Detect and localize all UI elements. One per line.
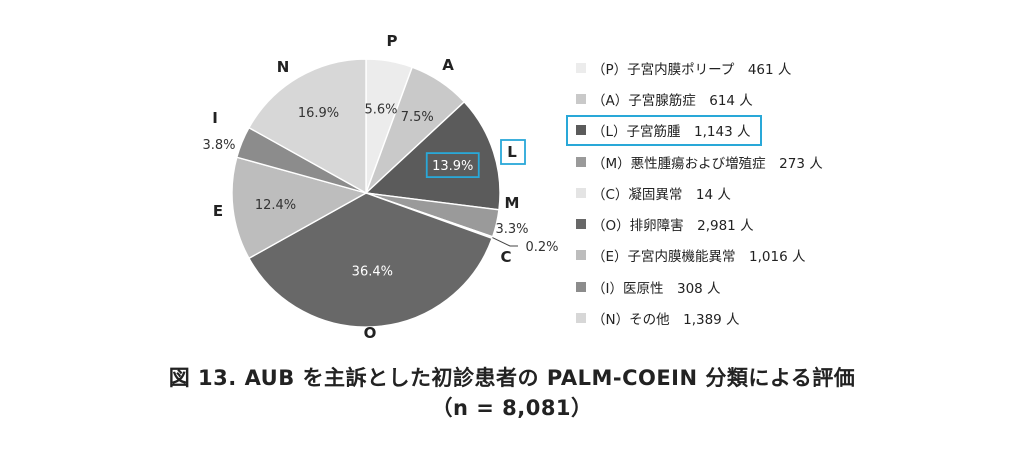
legend-swatch-n	[576, 313, 586, 324]
legend-item-p: （P）子宮内膜ポリープ 461 人	[566, 52, 866, 83]
chart-title: 図 13. AUB を主訴とした初診患者の PALM-COEIN 分類による評価	[168, 366, 856, 390]
legend-label-o: （O）排卵障害 2,981 人	[592, 218, 754, 235]
pie-slice-o	[248, 192, 493, 328]
percent-label-n: 16.9%	[298, 106, 339, 121]
legend-swatch-o	[576, 219, 586, 230]
percent-label-c: 0.2%	[525, 240, 558, 255]
pie-slice-l	[364, 100, 501, 211]
legend-swatch-m	[576, 156, 586, 167]
legend-item-e: （E）子宮内膜機能異常 1,016 人	[566, 240, 866, 271]
percent-label-i: 3.8%	[202, 138, 235, 153]
pie-slice-n	[248, 58, 367, 195]
legend-label-n: （N）その他 1,389 人	[592, 312, 740, 329]
chart-subtitle: （n = 8,081）	[431, 396, 593, 420]
legend-swatch-a	[576, 93, 586, 104]
legend-swatch-i	[576, 281, 586, 292]
legend-item-c: （C）凝固異常 14 人	[566, 177, 866, 208]
legend-item-n: （N）その他 1,389 人	[566, 302, 866, 333]
percent-label-e: 12.4%	[255, 198, 296, 213]
legend-label-p: （P）子宮内膜ポリープ 461 人	[592, 61, 792, 78]
slice-letter-a: A	[442, 56, 454, 74]
legend-label-l: （L）子宮筋腫 1,143 人	[592, 124, 751, 141]
pie-slice-e	[231, 156, 368, 260]
slice-letter-e: E	[213, 202, 223, 220]
percent-label-p: 5.6%	[364, 103, 397, 118]
slice-letter-p: P	[387, 32, 398, 50]
legend-swatch-l	[576, 125, 586, 136]
legend-item-m: （M）悪性腫瘍および増殖症 273 人	[566, 146, 866, 177]
legend-swatch-e	[576, 250, 586, 261]
legend-label-i: （I）医原性 308 人	[592, 280, 721, 297]
legend-swatch-p	[576, 62, 586, 73]
slice-letter-o: O	[364, 324, 377, 342]
slice-letter-c: C	[500, 248, 511, 266]
slice-letter-l: L	[507, 143, 517, 161]
percent-label-a: 7.5%	[401, 110, 434, 125]
percent-label-o: 36.4%	[352, 264, 393, 279]
percent-label-l: 13.9%	[432, 159, 473, 174]
legend-label-e: （E）子宮内膜機能異常 1,016 人	[592, 249, 806, 266]
legend: （P）子宮内膜ポリープ 461 人 （A）子宮腺筋症 614 人 （L）子宮筋腫 1…	[566, 52, 866, 334]
legend-item-a: （A）子宮腺筋症 614 人	[566, 83, 866, 114]
leader-line-c	[492, 237, 518, 247]
highlight-box-l	[425, 152, 480, 179]
legend-swatch-c	[576, 187, 586, 198]
legend-item-i: （I）医原性 308 人	[566, 271, 866, 302]
slice-letter-m: M	[505, 194, 520, 212]
highlight-box-letter-l	[500, 139, 526, 165]
legend-label-a: （A）子宮腺筋症 614 人	[592, 92, 753, 109]
legend-item-l: （L）子宮筋腫 1,143 人	[566, 114, 762, 146]
legend-item-o: （O）排卵障害 2,981 人	[566, 208, 866, 239]
percent-label-m: 3.3%	[495, 222, 528, 237]
legend-label-c: （C）凝固異常 14 人	[592, 186, 731, 203]
slice-letter-i: I	[212, 109, 218, 127]
pie-chart: 5.6% P 7.5% A 13.9% L 3.3% M 0.2% C 36.4% O 12.4% E 3.…	[202, 32, 558, 342]
slice-letter-n: N	[277, 58, 290, 76]
legend-label-m: （M）悪性腫瘍および増殖症 273 人	[592, 155, 823, 172]
